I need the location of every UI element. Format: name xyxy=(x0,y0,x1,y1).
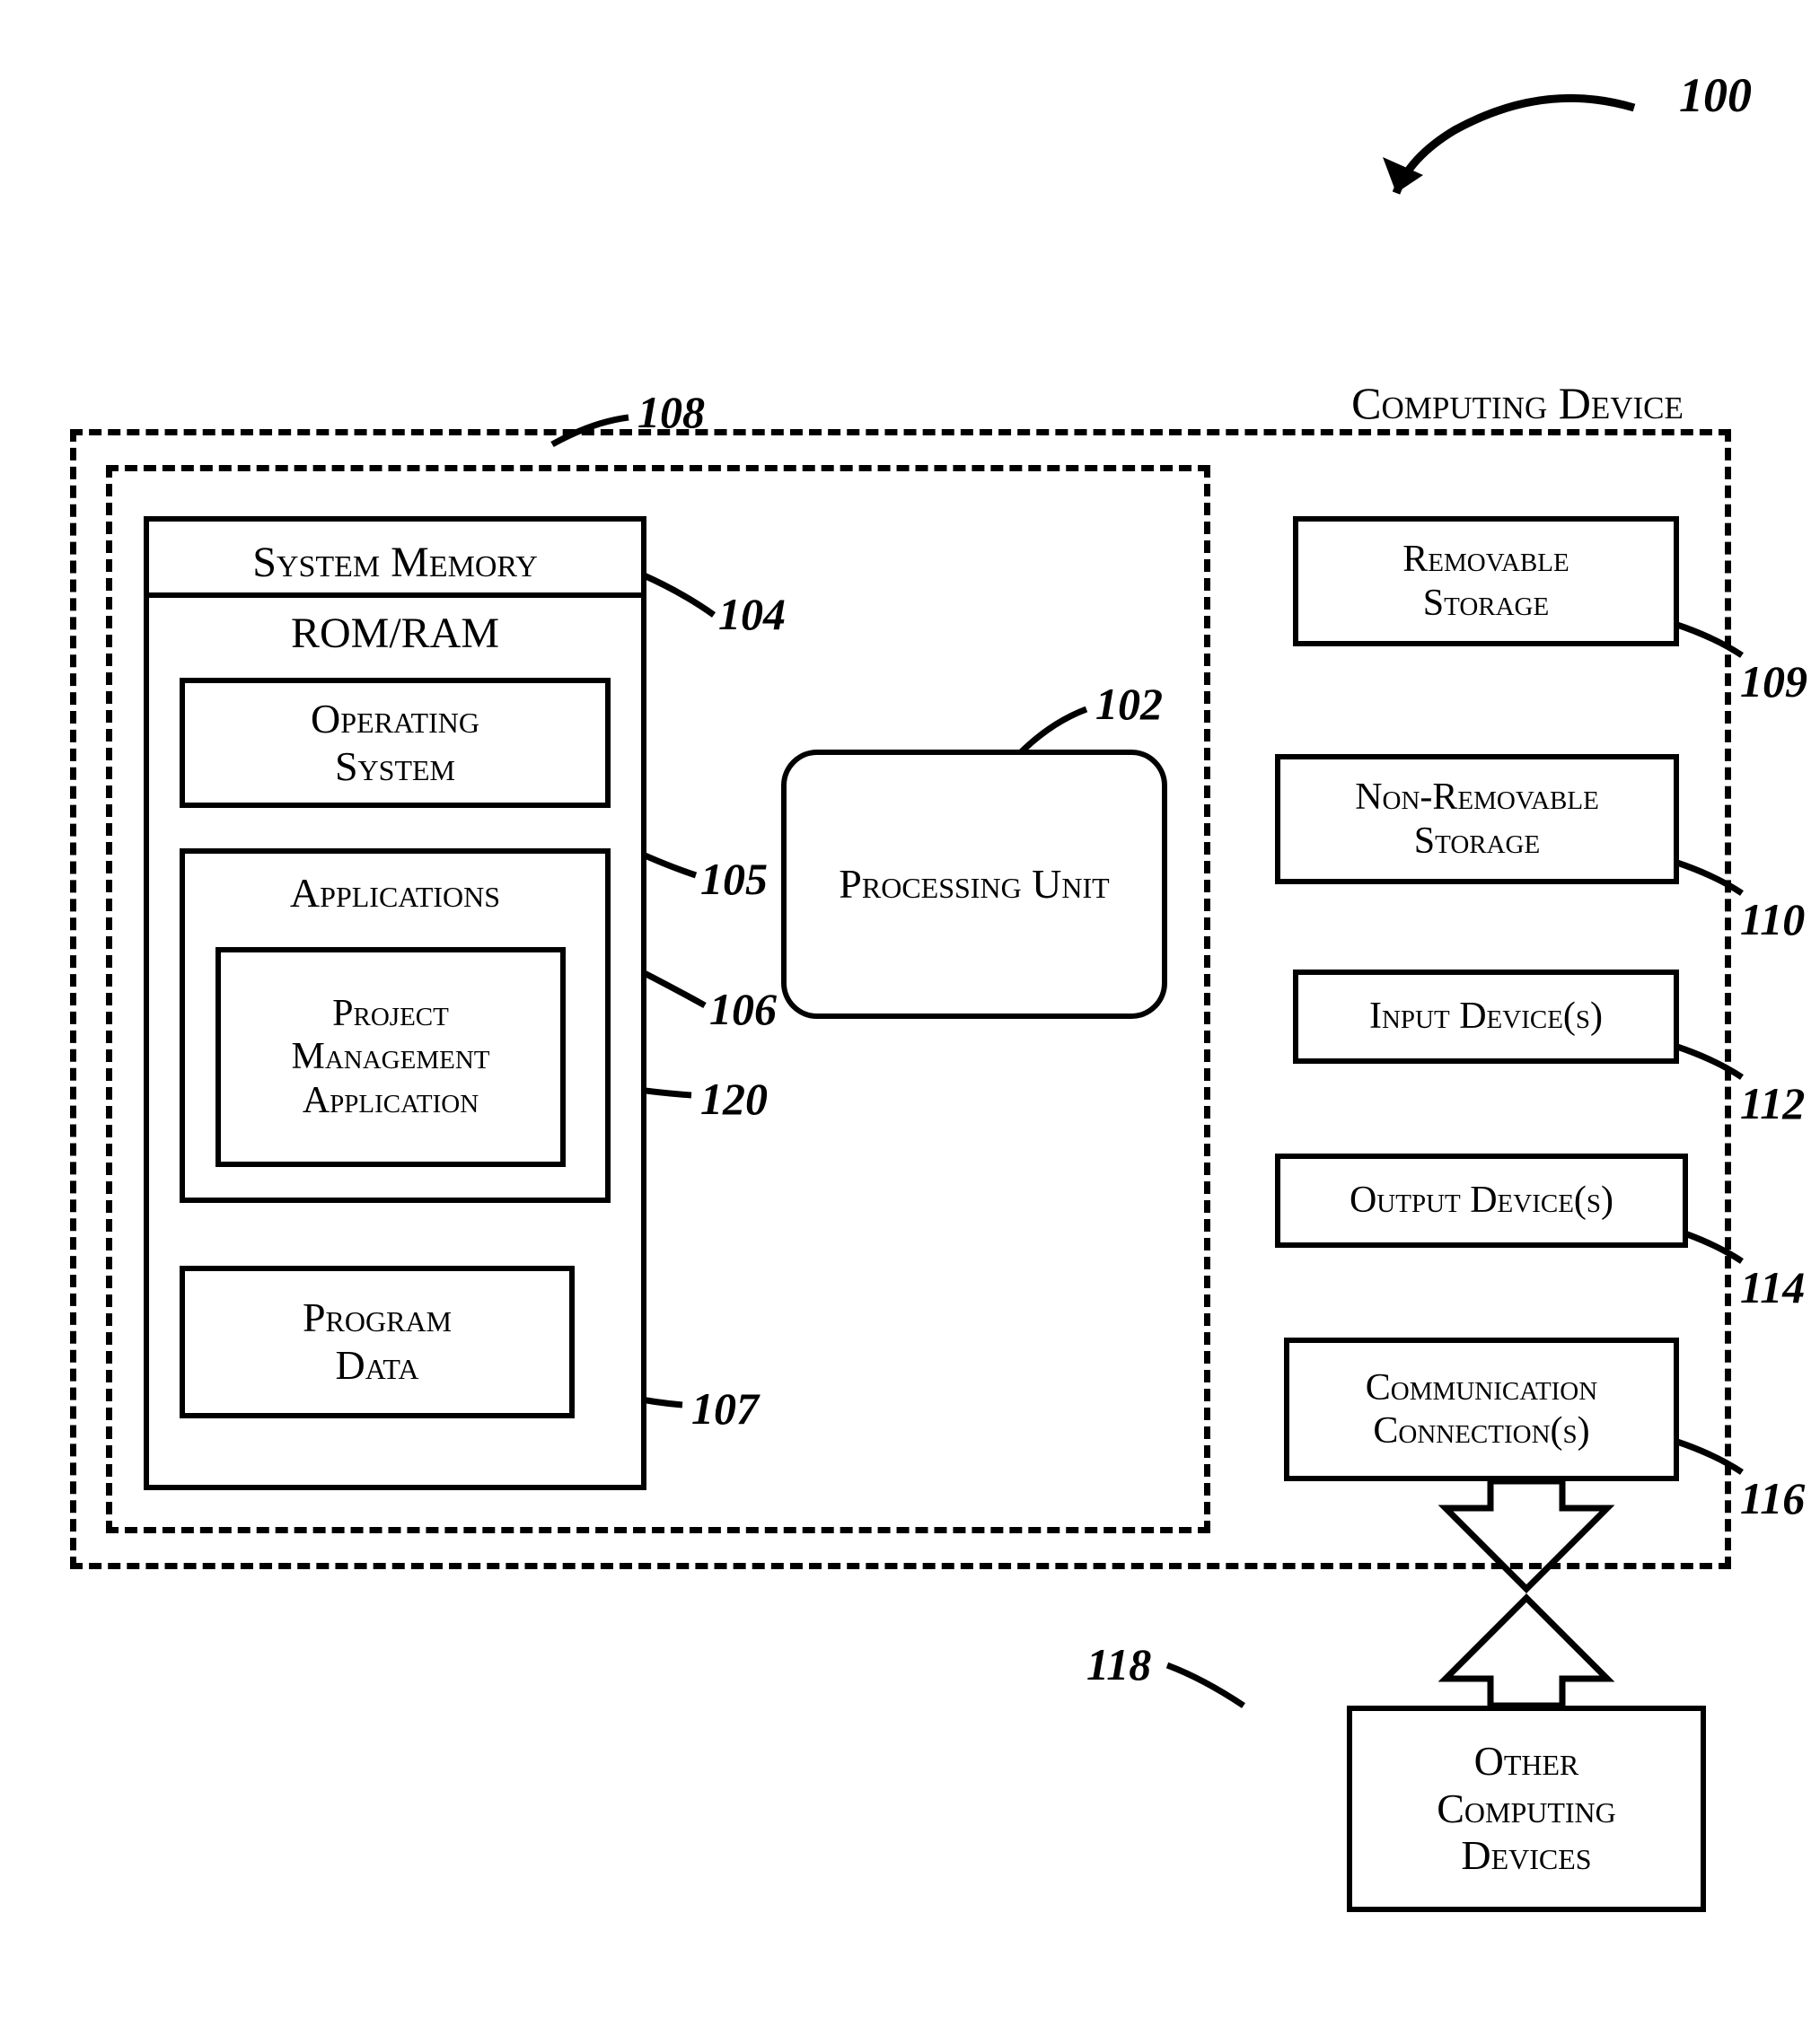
ref-108: 108 xyxy=(637,386,705,438)
ref-109: 109 xyxy=(1740,655,1807,707)
output-devices-box: Output Device(s) xyxy=(1275,1154,1688,1248)
ref-114: 114 xyxy=(1740,1261,1805,1313)
ref-102: 102 xyxy=(1095,678,1163,730)
ref-112: 112 xyxy=(1740,1077,1805,1129)
ref-116: 116 xyxy=(1740,1472,1805,1524)
rom-ram-title: ROM/RAM xyxy=(144,609,646,658)
figure-ref-100: 100 xyxy=(1679,67,1752,123)
other-devices-box: Other Computing Devices xyxy=(1347,1706,1706,1912)
communication-box: Communication Connection(s) xyxy=(1284,1338,1679,1481)
input-devices-box: Input Device(s) xyxy=(1293,970,1679,1064)
ref-106: 106 xyxy=(709,983,777,1035)
non-removable-storage-box: Non-Removable Storage xyxy=(1275,754,1679,884)
removable-storage-label: Removable Storage xyxy=(1402,538,1569,625)
ref-118: 118 xyxy=(1086,1638,1151,1690)
pm-app-label: Project Management Application xyxy=(292,992,490,1122)
processing-unit-box: Processing Unit xyxy=(781,750,1167,1019)
removable-storage-box: Removable Storage xyxy=(1293,516,1679,646)
processing-unit-label: Processing Unit xyxy=(839,861,1109,908)
pm-app-box: Project Management Application xyxy=(215,947,566,1167)
ref-105: 105 xyxy=(700,853,768,905)
ref-104: 104 xyxy=(718,588,786,640)
ref-110: 110 xyxy=(1740,893,1805,945)
ref-107: 107 xyxy=(691,1382,759,1435)
applications-label: Applications xyxy=(185,854,605,917)
system-memory-divider xyxy=(149,592,641,598)
operating-system-label: Operating System xyxy=(311,696,479,791)
other-devices-label: Other Computing Devices xyxy=(1437,1738,1616,1881)
program-data-box: Program Data xyxy=(180,1266,575,1418)
non-removable-storage-label: Non-Removable Storage xyxy=(1355,776,1599,863)
program-data-label: Program Data xyxy=(303,1294,452,1390)
input-devices-label: Input Device(s) xyxy=(1369,995,1603,1038)
computing-device-title: Computing Device xyxy=(1293,377,1742,429)
output-devices-label: Output Device(s) xyxy=(1350,1179,1613,1222)
communication-label: Communication Connection(s) xyxy=(1366,1366,1597,1453)
ref-120: 120 xyxy=(700,1073,768,1125)
system-memory-title: System Memory xyxy=(149,522,641,587)
operating-system-box: Operating System xyxy=(180,678,611,808)
